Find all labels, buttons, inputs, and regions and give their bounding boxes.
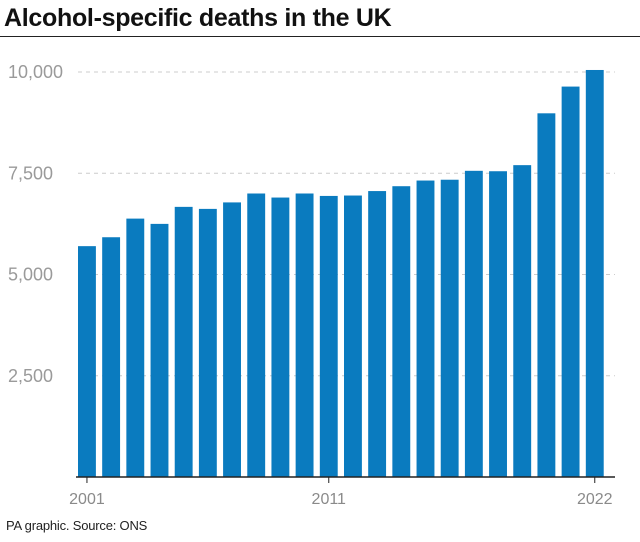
- bar: [223, 202, 241, 477]
- bar: [150, 223, 169, 478]
- bar: [198, 208, 217, 477]
- chart-title: Alcohol-specific deaths in the UK: [4, 4, 392, 32]
- y-tick-label: 7,500: [8, 163, 53, 183]
- bar: [489, 171, 507, 478]
- bars: [78, 69, 604, 478]
- y-tick-label: 5,000: [8, 265, 53, 285]
- source-note: PA graphic. Source: ONS: [6, 518, 148, 533]
- bar: [368, 191, 387, 477]
- bar: [78, 246, 96, 477]
- bar: [174, 206, 193, 477]
- bar: [561, 86, 580, 477]
- bar: [102, 237, 121, 477]
- bar: [416, 180, 435, 478]
- bar: [126, 218, 145, 478]
- bar: [247, 193, 266, 477]
- bar: [271, 197, 290, 478]
- bar: [585, 69, 604, 477]
- bar: [513, 165, 532, 477]
- bar: [319, 195, 338, 477]
- bar: [392, 186, 411, 477]
- x-tick-label: 2011: [312, 491, 347, 508]
- bar: [537, 113, 556, 477]
- x-tick-label: 2022: [577, 491, 613, 508]
- bar: [440, 179, 459, 478]
- title-divider: [0, 36, 640, 37]
- y-axis-labels: 10,000 7,500 5,000 2,500: [8, 62, 63, 386]
- bar: [295, 193, 314, 477]
- x-axis-labels: 2001 2011 2022: [69, 477, 613, 508]
- x-tick-label: 2001: [69, 491, 105, 508]
- bar: [464, 170, 483, 477]
- y-tick-label: 10,000: [8, 62, 63, 82]
- bar: [344, 195, 362, 477]
- y-tick-label: 2,500: [8, 366, 53, 386]
